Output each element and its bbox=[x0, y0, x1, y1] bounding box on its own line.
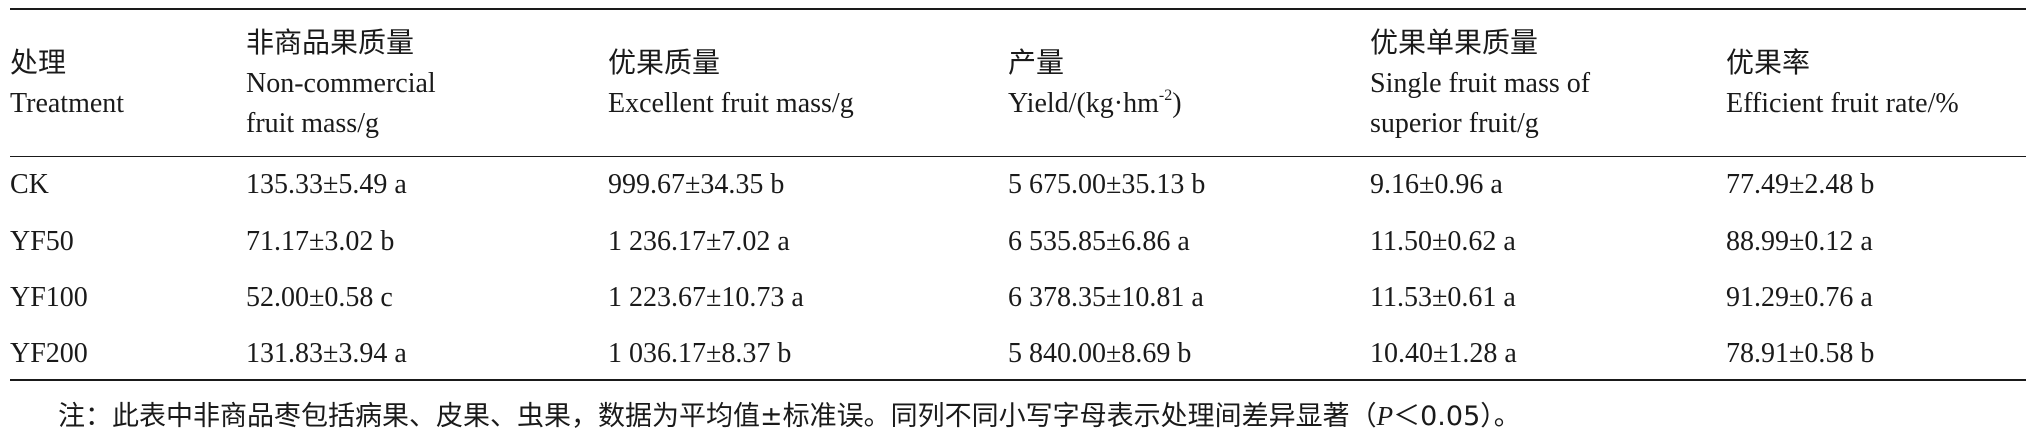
header-single-fruit-mass: 优果单果质量 Single fruit mass of superior fru… bbox=[1370, 18, 1590, 150]
table-top-rule bbox=[10, 8, 2026, 10]
header-noncommercial-en-line2: fruit mass/g bbox=[246, 108, 379, 139]
table-cell: 999.67±34.35 b bbox=[608, 169, 785, 200]
header-single-fruit-zh: 优果单果质量 bbox=[1370, 28, 1539, 59]
table-cell: 71.17±3.02 b bbox=[246, 226, 395, 257]
header-excellent-en: Excellent fruit mass/g bbox=[608, 88, 854, 119]
header-efficient-rate: 优果率 Efficient fruit rate/% bbox=[1726, 18, 1959, 150]
footnote-suffix: ＜0.05）。 bbox=[1393, 401, 1521, 432]
table-cell: 52.00±0.58 c bbox=[246, 282, 393, 313]
table-header-rule bbox=[10, 156, 2026, 157]
table-cell: 131.83±3.94 a bbox=[246, 338, 407, 369]
table-bottom-rule bbox=[10, 379, 2026, 381]
header-treatment: 处理 Treatment bbox=[10, 18, 124, 150]
table-cell: 6 535.85±6.86 a bbox=[1008, 226, 1190, 257]
table-cell: 1 036.17±8.37 b bbox=[608, 338, 792, 369]
header-yield-zh: 产量 bbox=[1008, 48, 1065, 79]
table-cell: 135.33±5.49 a bbox=[246, 169, 407, 200]
header-yield-en-sup: -2 bbox=[1158, 87, 1173, 104]
header-noncommercial-zh: 非商品果质量 bbox=[246, 28, 415, 59]
header-yield-en-suffix: ) bbox=[1172, 88, 1182, 119]
table-cell: YF50 bbox=[10, 226, 74, 257]
table-cell: 6 378.35±10.81 a bbox=[1008, 282, 1204, 313]
header-efficient-rate-zh: 优果率 bbox=[1726, 48, 1811, 79]
header-treatment-zh: 处理 bbox=[10, 48, 67, 79]
table-cell: 9.16±0.96 a bbox=[1370, 169, 1503, 200]
table-cell: 88.99±0.12 a bbox=[1726, 226, 1873, 257]
footnote-prefix: 注：此表中非商品枣包括病果、皮果、虫果，数据为平均值±标准误。同列不同小写字母表… bbox=[58, 401, 1377, 432]
table-cell: YF200 bbox=[10, 338, 88, 369]
header-excellent-mass: 优果质量 Excellent fruit mass/g bbox=[608, 18, 854, 150]
table-footnote: 注：此表中非商品枣包括病果、皮果、虫果，数据为平均值±标准误。同列不同小写字母表… bbox=[58, 396, 1521, 437]
table-cell: 11.50±0.62 a bbox=[1370, 226, 1516, 257]
table-cell: 1 223.67±10.73 a bbox=[608, 282, 804, 313]
header-yield-en: Yield/(kg·hm-2) bbox=[1008, 84, 1182, 124]
table-cell: 91.29±0.76 a bbox=[1726, 282, 1873, 313]
table-cell: 5 675.00±35.13 b bbox=[1008, 169, 1206, 200]
table-cell: 78.91±0.58 b bbox=[1726, 338, 1875, 369]
table-cell: CK bbox=[10, 169, 49, 200]
header-noncommercial-en-line1: Non-commercial bbox=[246, 68, 436, 99]
table-cell: 77.49±2.48 b bbox=[1726, 169, 1875, 200]
table-cell: 11.53±0.61 a bbox=[1370, 282, 1516, 313]
header-single-fruit-en-line1: Single fruit mass of bbox=[1370, 68, 1591, 99]
header-single-fruit-en-line2: superior fruit/g bbox=[1370, 108, 1539, 139]
header-yield: 产量 Yield/(kg·hm-2) bbox=[1008, 18, 1182, 150]
table-cell: 1 236.17±7.02 a bbox=[608, 226, 790, 257]
header-noncommercial-mass: 非商品果质量 Non-commercial fruit mass/g bbox=[246, 18, 436, 150]
header-treatment-en: Treatment bbox=[10, 88, 125, 119]
header-excellent-zh: 优果质量 bbox=[608, 48, 721, 79]
table-cell: YF100 bbox=[10, 282, 88, 313]
table-cell: 5 840.00±8.69 b bbox=[1008, 338, 1192, 369]
header-yield-en-prefix: Yield/(kg·hm bbox=[1008, 88, 1159, 119]
header-efficient-rate-en: Efficient fruit rate/% bbox=[1726, 88, 1959, 119]
footnote-p-symbol: P bbox=[1376, 401, 1394, 431]
table-cell: 10.40±1.28 a bbox=[1370, 338, 1517, 369]
